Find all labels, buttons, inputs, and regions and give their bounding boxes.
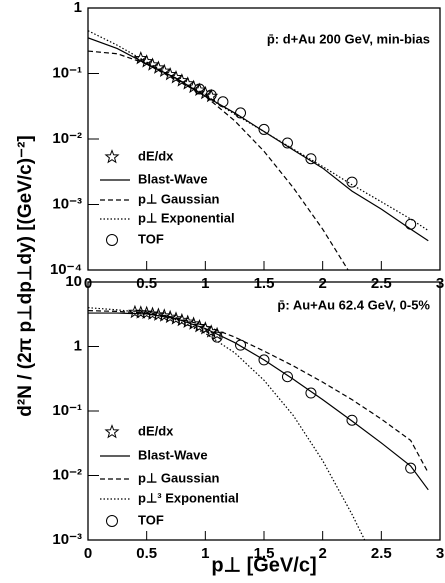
- legend-label: p⊥ Gaussian: [138, 191, 219, 206]
- star-marker: [163, 309, 178, 324]
- circle-marker: [405, 218, 417, 230]
- circle-marker: [235, 107, 247, 119]
- x-tick-label: 1: [201, 545, 209, 562]
- circle-marker: [258, 354, 270, 366]
- x-tick-label: 0.5: [136, 275, 157, 292]
- model-curve: [88, 312, 429, 491]
- legend-symbol: [104, 424, 120, 439]
- x-tick-label: 1.5: [254, 545, 275, 562]
- model-curve: [88, 30, 429, 232]
- legend-label: Blast-Wave: [138, 447, 208, 462]
- x-tick-label: 2.5: [371, 545, 392, 562]
- y-tick-label: 10⁻¹: [52, 64, 82, 81]
- x-tick-label: 1: [201, 275, 209, 292]
- y-tick-label: 10⁻²: [52, 466, 82, 483]
- legend-label: p⊥ Exponential: [138, 210, 235, 225]
- circle-marker: [258, 123, 270, 135]
- star-marker: [133, 50, 148, 65]
- x-axis-label: p⊥ [GeV/c]: [211, 554, 316, 576]
- x-tick-label: 1.5: [254, 275, 275, 292]
- annotation: p̄: d+Au 200 GeV, min-bias: [267, 31, 430, 46]
- x-tick-label: 2.5: [371, 275, 392, 292]
- y-tick-label: 10⁻³: [52, 531, 82, 548]
- circle-marker: [193, 83, 205, 95]
- legend-label: TOF: [138, 231, 164, 246]
- model-curve: [88, 50, 349, 270]
- legend-label: p⊥ Gaussian: [138, 470, 219, 485]
- y-tick-label: 1: [74, 0, 82, 16]
- circle-marker: [305, 153, 317, 165]
- model-curve: [88, 310, 429, 474]
- y-axis-label: d²N / (2π p⊥dp⊥dy) [(GeV/c)⁻²]: [15, 135, 36, 416]
- star-marker: [157, 308, 172, 322]
- circle-marker: [281, 137, 293, 149]
- plot-area: [88, 30, 429, 270]
- x-tick-label: 2: [318, 275, 326, 292]
- star-marker: [186, 316, 201, 330]
- legend-label: dE/dx: [138, 423, 174, 438]
- circle-marker: [405, 462, 417, 474]
- circle-marker: [346, 414, 358, 426]
- x-tick-label: 2: [318, 545, 326, 562]
- star-marker: [204, 88, 219, 103]
- x-tick-label: 0: [84, 545, 92, 562]
- y-tick-label: 10⁻²: [52, 130, 82, 147]
- model-curve: [88, 307, 366, 540]
- circle-marker: [235, 339, 247, 351]
- legend-symbol: [106, 234, 118, 246]
- y-tick-label: 10⁻³: [52, 195, 82, 212]
- legend-label: p⊥³ Exponential: [138, 490, 239, 505]
- circle-marker: [281, 371, 293, 383]
- legend-symbol: [106, 515, 118, 527]
- star-marker: [180, 76, 195, 90]
- circle-marker: [205, 89, 217, 101]
- circle-marker: [217, 96, 229, 108]
- circle-marker: [305, 387, 317, 399]
- y-tick-label: 1: [74, 337, 82, 354]
- star-marker: [192, 318, 207, 333]
- x-tick-label: 3: [436, 545, 444, 562]
- circle-marker: [346, 176, 358, 188]
- legend-label: dE/dx: [138, 148, 174, 163]
- circle-marker: [211, 331, 223, 343]
- legend-label: TOF: [138, 512, 164, 527]
- legend-label: Blast-Wave: [138, 171, 208, 186]
- y-tick-label: 10⁻⁴: [50, 261, 82, 278]
- y-tick-label: 10⁻¹: [52, 402, 82, 419]
- x-tick-label: 0.5: [136, 545, 157, 562]
- y-tick-label: 10: [65, 273, 82, 290]
- plot-area: [88, 304, 429, 540]
- annotation: p̄: Au+Au 62.4 GeV, 0-5%: [277, 297, 430, 312]
- legend-symbol: [104, 149, 120, 164]
